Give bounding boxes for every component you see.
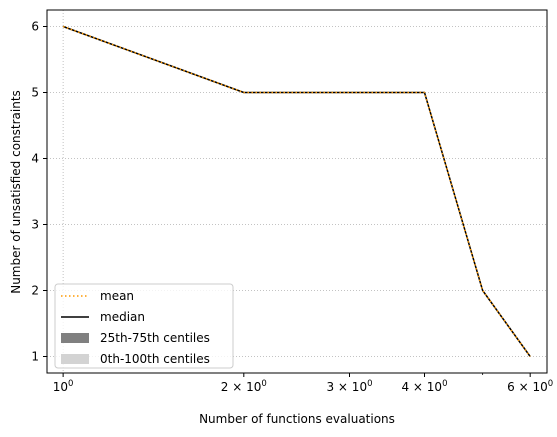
plot-frame (46, 9, 548, 374)
y-axis-ticks: 1 2 3 4 5 6 (31, 20, 47, 364)
x-tick-label: 6 × 100 (507, 379, 553, 394)
legend-swatch-band (61, 354, 89, 364)
x-tick-label: 100 (53, 379, 74, 394)
legend-label: 0th-100th centiles (100, 352, 210, 366)
y-tick-label: 5 (31, 86, 39, 100)
legend-swatch-band (61, 333, 89, 343)
legend-label: mean (100, 289, 134, 303)
x-axis-ticks: 100 2 × 100 3 × 100 4 × 100 6 × 100 (53, 373, 553, 394)
y-tick-label: 2 (31, 284, 39, 298)
series-lines (62, 25, 531, 357)
x-tick-label: 3 × 100 (326, 379, 372, 394)
legend-label: 25th-75th centiles (100, 331, 210, 345)
legend: mean median 25th-75th centiles 0th-100th ce… (54, 283, 234, 369)
y-tick-label: 1 (31, 350, 39, 364)
series-line-mean (62, 25, 531, 357)
y-tick-label: 3 (31, 218, 39, 232)
y-axis-label: Number of unsatisfied constraints (9, 90, 23, 294)
legend-box (54, 283, 234, 369)
legend-label: median (100, 310, 145, 324)
y-tick-label: 4 (31, 152, 39, 166)
x-axis-label: Number of functions evaluations (199, 412, 395, 426)
x-tick-label: 2 × 100 (221, 379, 267, 394)
y-tick-label: 6 (31, 20, 39, 34)
x-tick-label: 4 × 100 (401, 379, 447, 394)
